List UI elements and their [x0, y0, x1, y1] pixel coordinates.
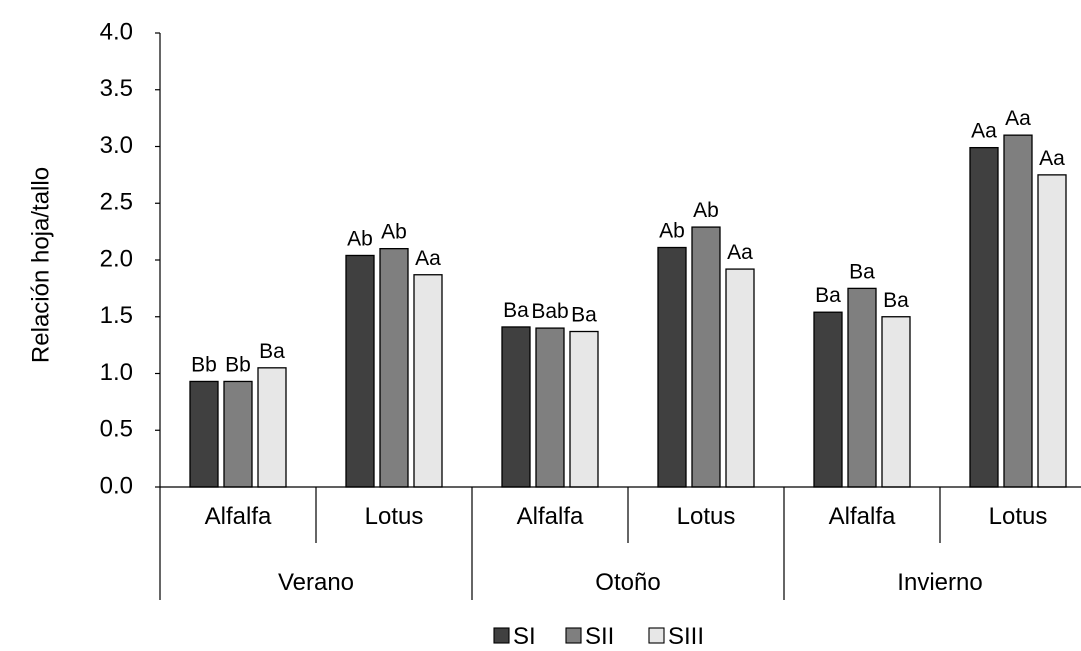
- data-label: Bb: [191, 353, 217, 376]
- y-axis-title: Relación hoja/tallo: [27, 167, 54, 363]
- y-tick-label: 4.0: [100, 18, 133, 45]
- bar-si-2: [501, 326, 531, 488]
- y-tick-label: 2.0: [100, 245, 133, 272]
- bar-siii-4: [881, 316, 911, 488]
- y-tick-label: 0.5: [100, 416, 133, 443]
- legend-label: SI: [513, 623, 536, 650]
- data-label: Ba: [503, 299, 529, 322]
- data-label: Ab: [693, 199, 719, 222]
- data-label: Ba: [883, 289, 909, 312]
- y-tick-label: 1.5: [100, 302, 133, 329]
- bar-siii-0: [257, 367, 287, 488]
- data-label: Ba: [815, 284, 841, 307]
- x-category-label: Lotus: [989, 503, 1048, 530]
- data-label: Aa: [415, 247, 441, 270]
- data-label: Ab: [381, 221, 407, 244]
- data-label: Bb: [225, 353, 251, 376]
- x-category-label: Alfalfa: [829, 503, 896, 530]
- x-category-label: Alfalfa: [205, 503, 272, 530]
- bars: [189, 134, 1067, 488]
- data-label: Aa: [1039, 147, 1065, 170]
- legend-swatch-sii: [565, 627, 582, 644]
- data-label: Aa: [1005, 107, 1031, 130]
- bar-sii-4: [847, 287, 877, 488]
- legend-label: SIII: [668, 623, 704, 650]
- y-axis: 0.0 0.5 1.0 1.5 2.0 2.5 3.0 3.5 4.0: [100, 18, 161, 499]
- y-tick-label: 1.0: [100, 359, 133, 386]
- x-group-label: Verano: [278, 569, 354, 596]
- x-category-label: Alfalfa: [517, 503, 584, 530]
- y-tick-label: 3.5: [100, 75, 133, 102]
- x-category-label: Lotus: [365, 503, 424, 530]
- bar-si-1: [345, 254, 375, 488]
- bar-sii-5: [1003, 134, 1033, 488]
- data-label: Ba: [849, 260, 875, 283]
- bar-siii-5: [1037, 174, 1067, 488]
- legend-label: SII: [585, 623, 614, 650]
- data-label: Ba: [259, 340, 285, 363]
- legend-swatch-siii: [648, 627, 665, 644]
- bar-sii-0: [223, 380, 253, 488]
- data-label: Aa: [971, 120, 997, 143]
- x-group-label: Otoño: [595, 569, 660, 596]
- y-tick-label: 3.0: [100, 132, 133, 159]
- bar-siii-3: [725, 268, 755, 488]
- x-category-label: Lotus: [677, 503, 736, 530]
- legend: SI SII SIII: [493, 623, 704, 650]
- y-tick-label: 2.5: [100, 189, 133, 216]
- bar-siii-2: [569, 330, 599, 488]
- data-label: Ab: [659, 220, 685, 243]
- x-group-label: Invierno: [897, 569, 982, 596]
- bar-si-4: [813, 311, 843, 488]
- data-label: Ab: [347, 227, 373, 250]
- data-label: Bab: [531, 300, 568, 323]
- bar-si-3: [657, 246, 687, 488]
- x-axis: Alfalfa Lotus Verano Alfalfa Lotus Otoño Alfal…: [159, 486, 1081, 600]
- y-tick-label: 0.0: [100, 472, 133, 499]
- data-label: Ba: [571, 304, 597, 327]
- bar-si-0: [189, 380, 219, 488]
- bar-siii-1: [413, 274, 443, 488]
- legend-swatch-si: [493, 627, 510, 644]
- bar-sii-1: [379, 247, 409, 488]
- data-label: Aa: [727, 241, 753, 264]
- bar-si-5: [969, 146, 999, 488]
- bar-sii-3: [691, 226, 721, 488]
- bar-sii-2: [535, 327, 565, 488]
